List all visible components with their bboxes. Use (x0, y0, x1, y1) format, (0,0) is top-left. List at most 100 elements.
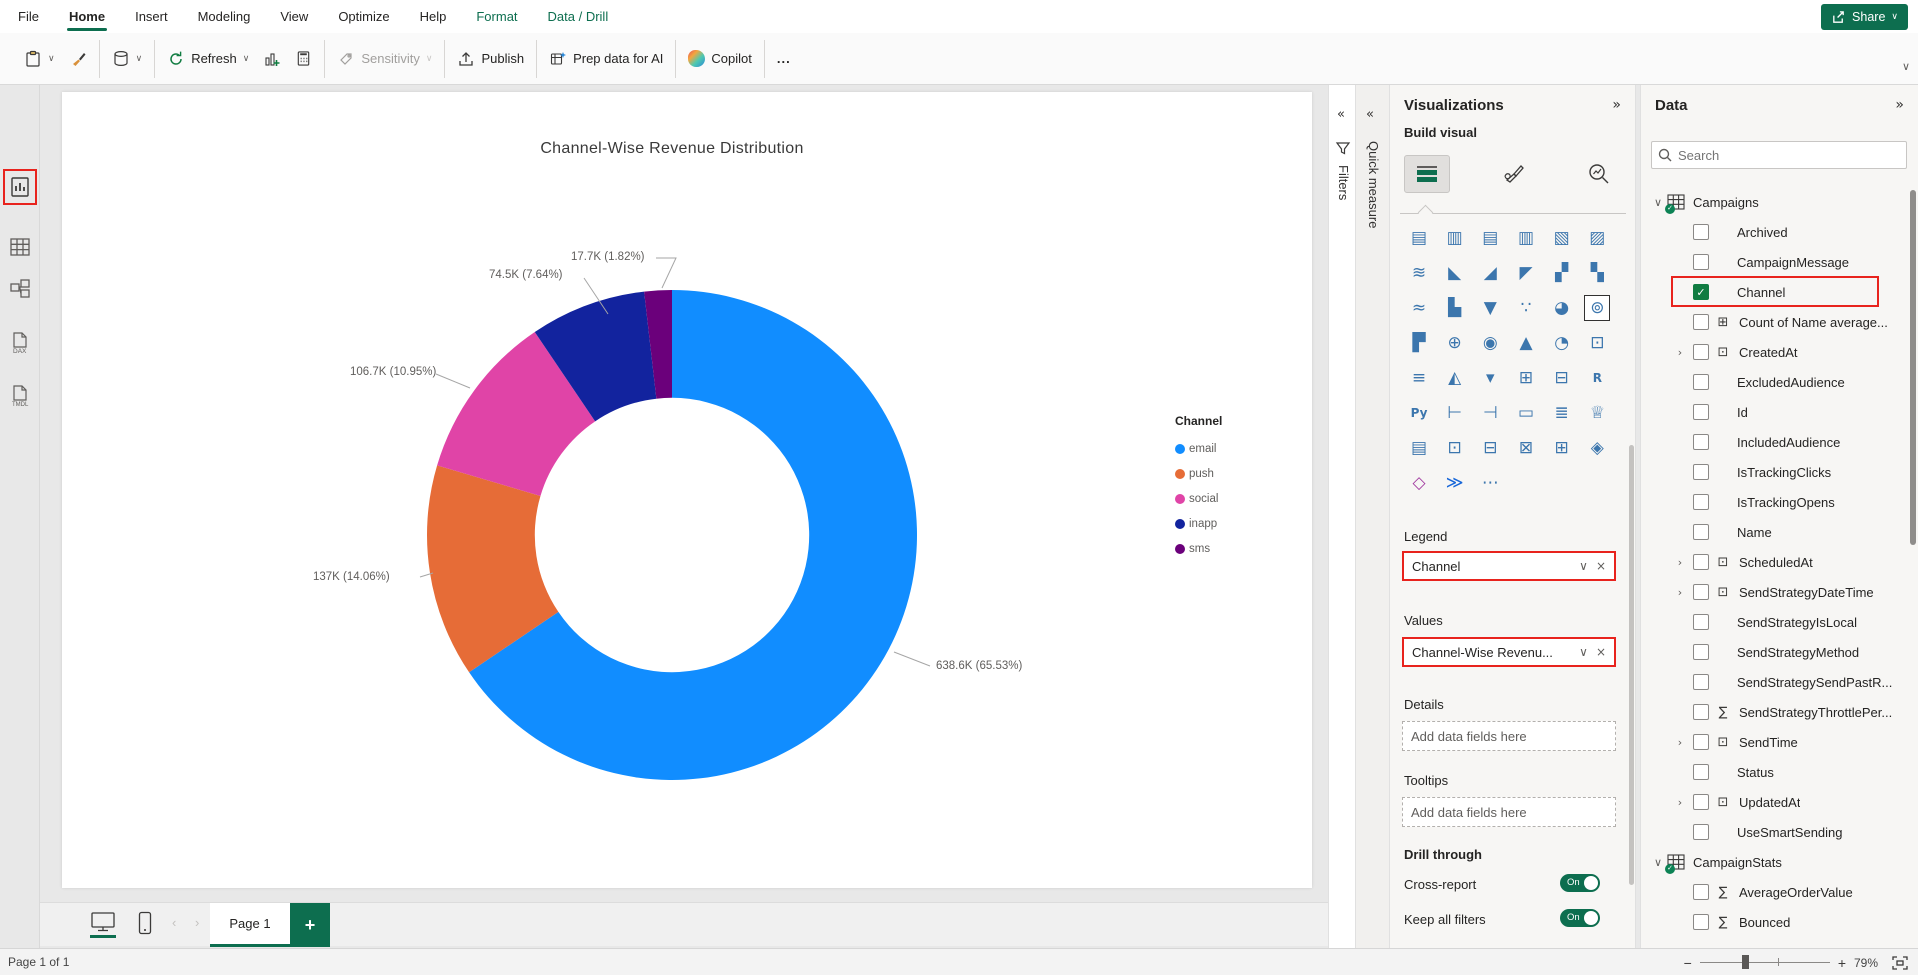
calculator-button[interactable] (295, 50, 312, 67)
field-row-istrackingclicks[interactable]: IsTrackingClicks (1641, 457, 1907, 487)
menu-item-data-drill[interactable]: Data / Drill (546, 2, 611, 32)
field-checkbox[interactable] (1693, 644, 1709, 660)
scatter-chart-icon[interactable]: ∵ (1513, 295, 1539, 321)
field-checkbox[interactable] (1693, 464, 1709, 480)
zoom-out-button[interactable]: − (1684, 955, 1692, 971)
expand-chevron-icon[interactable]: › (1673, 586, 1687, 599)
zoom-in-button[interactable]: + (1838, 955, 1846, 971)
new-page-button[interactable]: + (290, 903, 330, 947)
field-checkbox[interactable] (1693, 734, 1709, 750)
zoom-slider-handle[interactable] (1742, 955, 1749, 969)
field-row-createdat[interactable]: ›⊡CreatedAt (1641, 337, 1907, 367)
transform-data-button[interactable]: ∨ (112, 50, 143, 68)
100-stacked-bar-chart-icon[interactable]: ▧ (1549, 225, 1575, 251)
data-scrollbar[interactable] (1910, 190, 1916, 545)
field-checkbox[interactable]: ✓ (1693, 284, 1709, 300)
field-row-excludedaudience[interactable]: ExcludedAudience (1641, 367, 1907, 397)
expand-chevron-icon[interactable]: › (1673, 736, 1687, 749)
expand-chevron-icon[interactable]: › (1673, 346, 1687, 359)
format-painter-button[interactable] (69, 50, 87, 68)
filled-map-icon[interactable]: ◉ (1477, 330, 1503, 356)
legend-item-social[interactable]: social (1175, 486, 1305, 511)
azure-map-visual-icon[interactable]: ◈ (1584, 435, 1610, 461)
q-and-a-icon[interactable]: ▭ (1513, 400, 1539, 426)
field-checkbox[interactable] (1693, 764, 1709, 780)
menu-item-insert[interactable]: Insert (133, 2, 170, 32)
field-checkbox[interactable] (1693, 224, 1709, 240)
field-checkbox[interactable] (1693, 824, 1709, 840)
100-stacked-area-chart-icon[interactable]: ◤ (1513, 260, 1539, 286)
remove-field-icon[interactable]: × (1596, 645, 1606, 659)
field-checkbox[interactable] (1693, 674, 1709, 690)
collapse-visualizations-chevron[interactable]: » (1612, 97, 1621, 113)
field-checkbox[interactable] (1693, 614, 1709, 630)
field-checkbox[interactable] (1693, 794, 1709, 810)
key-influencers-icon[interactable]: ⊢ (1442, 400, 1468, 426)
paginated-report-icon[interactable]: ▤ (1406, 435, 1432, 461)
button-slicer-icon[interactable]: ⊞ (1549, 435, 1575, 461)
field-checkbox[interactable] (1693, 374, 1709, 390)
expand-chevron-icon[interactable]: › (1673, 796, 1687, 809)
prep-data-for-ai-button[interactable]: Prep data for AI (549, 50, 663, 68)
chevron-down-icon[interactable]: ∨ (1579, 645, 1588, 659)
mobile-view-icon[interactable] (138, 911, 152, 940)
field-checkbox[interactable] (1693, 404, 1709, 420)
quick-measure-pane-label[interactable]: Quick measure (1366, 141, 1381, 228)
field-checkbox[interactable] (1693, 524, 1709, 540)
menu-item-home[interactable]: Home (67, 2, 107, 32)
smart-narrative-icon[interactable]: ≣ (1549, 400, 1575, 426)
field-row-id[interactable]: Id (1641, 397, 1907, 427)
line-chart-icon[interactable]: ≋ (1406, 260, 1432, 286)
tmdl-view-icon[interactable]: TMDL (8, 383, 32, 407)
field-checkbox[interactable] (1693, 554, 1709, 570)
field-row-name[interactable]: Name (1641, 517, 1907, 547)
treemap-icon[interactable]: ▛ (1406, 330, 1432, 356)
line-and-stacked-column-chart-icon[interactable]: ▞ (1549, 260, 1575, 286)
decomposition-tree-icon[interactable]: ⊣ (1477, 400, 1503, 426)
menu-item-view[interactable]: View (278, 2, 310, 32)
tooltips-empty-well[interactable]: Add data fields here (1402, 797, 1616, 827)
legend-field-pill[interactable]: Channel ∨ × (1402, 551, 1616, 581)
azure-map-icon[interactable]: ▲ (1513, 330, 1539, 356)
map-icon[interactable]: ⊕ (1442, 330, 1468, 356)
stacked-bar-chart-icon[interactable]: ▤ (1406, 225, 1432, 251)
clustered-column-chart-icon[interactable]: ▥ (1513, 225, 1539, 251)
r-script-visual-icon[interactable]: R (1584, 365, 1610, 391)
paste-button[interactable]: ∨ (24, 50, 55, 68)
stacked-area-chart-icon[interactable]: ◢ (1477, 260, 1503, 286)
zoom-slider[interactable] (1700, 962, 1830, 963)
new-visual-button[interactable] (263, 50, 281, 68)
expand-chevron-icon[interactable]: › (1673, 556, 1687, 569)
dax-query-view-icon[interactable]: DAX (8, 330, 32, 354)
card-icon[interactable]: ⊡ (1584, 330, 1610, 356)
field-row-updatedat[interactable]: ›⊡UpdatedAt (1641, 787, 1907, 817)
share-button[interactable]: Share ∨ (1821, 4, 1908, 30)
field-row-usesmartsending[interactable]: UseSmartSending (1641, 817, 1907, 847)
more-commands-button[interactable]: ... (777, 51, 791, 66)
field-row-sendtime[interactable]: ›⊡SendTime (1641, 727, 1907, 757)
new-slicer-icon[interactable]: ⊟ (1477, 435, 1503, 461)
multi-row-card-icon[interactable]: ≡ (1406, 365, 1432, 391)
legend-item-sms[interactable]: sms (1175, 536, 1305, 561)
field-checkbox[interactable] (1693, 704, 1709, 720)
desktop-view-icon[interactable] (90, 911, 116, 938)
field-row-bounced[interactable]: ∑Bounced (1641, 907, 1907, 937)
power-automate-icon[interactable]: ≫ (1442, 470, 1468, 496)
field-row-sendstrategydatetime[interactable]: ›⊡SendStrategyDateTime (1641, 577, 1907, 607)
100-stacked-column-chart-icon[interactable]: ▨ (1584, 225, 1610, 251)
table-view-icon[interactable] (8, 235, 32, 259)
field-checkbox[interactable] (1693, 494, 1709, 510)
field-row-channel[interactable]: ✓Channel (1641, 277, 1907, 307)
keep-all-filters-toggle[interactable]: On (1560, 909, 1600, 927)
page-tab[interactable]: Page 1 (210, 903, 290, 947)
table-row-campaigns[interactable]: ∨✓Campaigns (1641, 187, 1907, 217)
chevron-down-icon[interactable]: ∨ (1579, 559, 1588, 573)
table-icon[interactable]: ⊞ (1513, 365, 1539, 391)
field-row-count-of-name-average-[interactable]: ⊞Count of Name average... (1641, 307, 1907, 337)
python-visual-icon[interactable]: Py (1406, 400, 1432, 426)
build-visual-tab[interactable] (1404, 155, 1450, 193)
matrix-icon[interactable]: ⊟ (1549, 365, 1575, 391)
table-row-campaignstats[interactable]: ∨✓CampaignStats (1641, 847, 1907, 877)
menu-item-help[interactable]: Help (418, 2, 449, 32)
remove-field-icon[interactable]: × (1596, 559, 1606, 573)
